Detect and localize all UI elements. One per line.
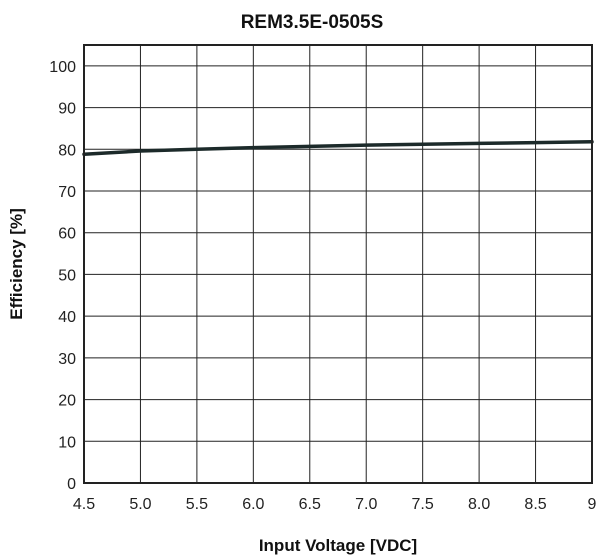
x-tick-label: 4.5 (73, 496, 95, 513)
y-tick-label: 30 (58, 351, 76, 368)
chart-title: REM3.5E-0505S (241, 12, 384, 33)
x-tick-label: 6.0 (242, 496, 264, 513)
y-tick-label: 50 (58, 267, 76, 284)
efficiency-series-line (82, 140, 594, 157)
y-axis-label: Efficiency [%] (7, 208, 26, 319)
x-tick-label: 6.5 (299, 496, 321, 513)
y-tick-label: 70 (58, 184, 76, 201)
plot-frame (83, 44, 593, 484)
y-tick-label: 90 (58, 101, 76, 118)
y-tick-label: 60 (58, 226, 76, 243)
y-tick-label: 10 (58, 434, 76, 451)
y-tick-label: 20 (58, 393, 76, 410)
series-layer (82, 140, 594, 157)
grid (84, 45, 592, 483)
y-tick-label: 100 (49, 59, 76, 76)
x-tick-label: 7.5 (412, 496, 434, 513)
y-tick-label: 80 (58, 142, 76, 159)
x-tick-label: 5.5 (186, 496, 208, 513)
x-tick-label: 8.0 (468, 496, 490, 513)
y-axis-ticks: 0 10 20 30 40 50 60 70 80 90 100 (49, 59, 76, 493)
x-axis-ticks: 4.5 5.0 5.5 6.0 6.5 7.0 7.5 8.0 8.5 9 (73, 496, 597, 513)
x-axis-label: Input Voltage [VDC] (259, 536, 417, 555)
y-tick-label: 40 (58, 309, 76, 326)
x-tick-label: 8.5 (524, 496, 546, 513)
x-tick-label: 9 (588, 496, 597, 513)
x-tick-label: 7.0 (355, 496, 377, 513)
x-tick-label: 5.0 (129, 496, 151, 513)
y-tick-label: 0 (67, 476, 76, 493)
